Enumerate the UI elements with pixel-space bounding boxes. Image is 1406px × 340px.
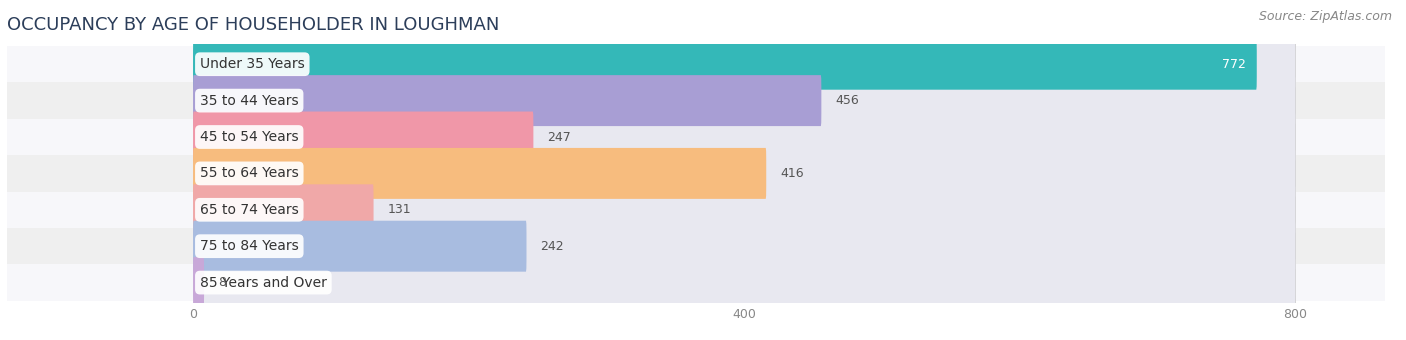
FancyBboxPatch shape	[193, 257, 1295, 308]
FancyBboxPatch shape	[193, 39, 1295, 90]
Bar	[7, 46, 1385, 82]
Bar	[7, 119, 1385, 155]
Text: 8: 8	[218, 276, 226, 289]
Text: Under 35 Years: Under 35 Years	[200, 57, 305, 71]
FancyBboxPatch shape	[193, 75, 821, 126]
FancyBboxPatch shape	[193, 221, 526, 272]
Bar	[7, 192, 1385, 228]
Text: 85 Years and Over: 85 Years and Over	[200, 276, 326, 290]
Text: OCCUPANCY BY AGE OF HOUSEHOLDER IN LOUGHMAN: OCCUPANCY BY AGE OF HOUSEHOLDER IN LOUGH…	[7, 16, 499, 34]
FancyBboxPatch shape	[193, 148, 1295, 199]
Text: 416: 416	[780, 167, 804, 180]
FancyBboxPatch shape	[193, 184, 374, 235]
FancyBboxPatch shape	[193, 148, 766, 199]
Text: 131: 131	[387, 203, 411, 216]
FancyBboxPatch shape	[193, 39, 1257, 90]
Text: 55 to 64 Years: 55 to 64 Years	[200, 166, 298, 181]
Text: 65 to 74 Years: 65 to 74 Years	[200, 203, 298, 217]
FancyBboxPatch shape	[193, 112, 1295, 163]
Bar	[7, 228, 1385, 265]
FancyBboxPatch shape	[193, 221, 1295, 272]
Bar	[7, 155, 1385, 192]
Text: 242: 242	[540, 240, 564, 253]
Text: 247: 247	[547, 131, 571, 143]
Text: 45 to 54 Years: 45 to 54 Years	[200, 130, 298, 144]
FancyBboxPatch shape	[193, 257, 204, 308]
FancyBboxPatch shape	[193, 75, 1295, 126]
FancyBboxPatch shape	[193, 184, 1295, 235]
Text: Source: ZipAtlas.com: Source: ZipAtlas.com	[1258, 10, 1392, 23]
Bar	[7, 82, 1385, 119]
Bar	[7, 265, 1385, 301]
Text: 456: 456	[835, 94, 859, 107]
Text: 75 to 84 Years: 75 to 84 Years	[200, 239, 298, 253]
Text: 35 to 44 Years: 35 to 44 Years	[200, 94, 298, 108]
Text: 772: 772	[1222, 58, 1246, 71]
FancyBboxPatch shape	[193, 112, 533, 163]
